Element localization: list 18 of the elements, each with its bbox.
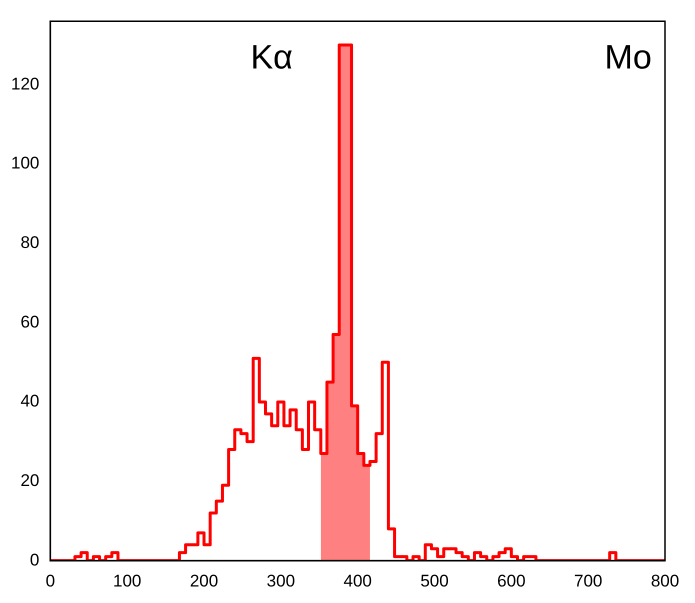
x-tick-label: 700 xyxy=(574,571,602,590)
x-tick-label: 100 xyxy=(113,571,142,590)
x-tick-label: 600 xyxy=(497,571,526,590)
annotation: Kα xyxy=(250,38,293,76)
y-tick-label: 60 xyxy=(20,312,40,332)
annotation: Mo xyxy=(604,38,652,76)
x-tick-label: 800 xyxy=(650,571,680,590)
x-tick-label: 500 xyxy=(420,571,449,590)
y-tick-label: 100 xyxy=(10,154,40,173)
y-tick-label: 40 xyxy=(20,392,40,411)
x-tick-label: 300 xyxy=(266,571,296,590)
x-tick-label: 200 xyxy=(190,571,218,590)
x-tick-label: 0 xyxy=(46,571,56,590)
y-tick-label: 80 xyxy=(20,232,40,252)
y-tick-label: 20 xyxy=(20,470,40,490)
y-tick-label: 0 xyxy=(30,550,40,570)
y-tick-label: 120 xyxy=(10,74,40,94)
x-tick-label: 400 xyxy=(343,571,372,590)
